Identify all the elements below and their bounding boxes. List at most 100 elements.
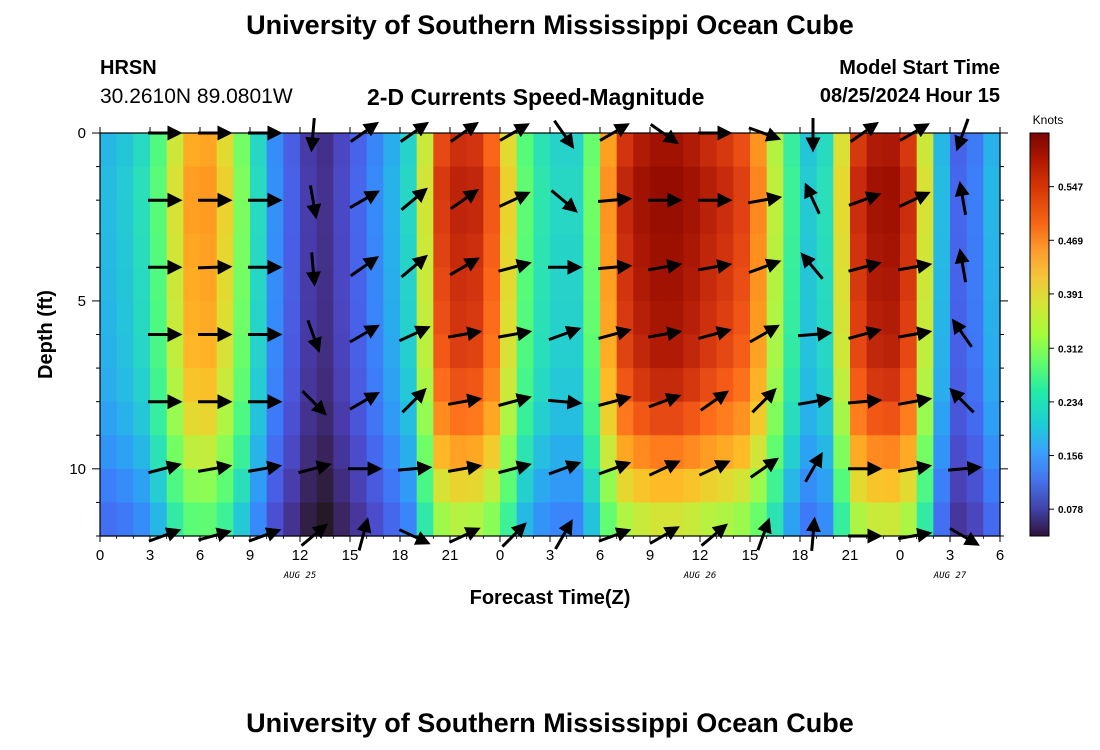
heatmap-cell (483, 502, 501, 537)
heatmap-cell (950, 502, 968, 537)
colorbar-scale (1029, 132, 1050, 537)
current-vector-arrow (247, 460, 283, 476)
heatmap-cell (650, 300, 668, 336)
heatmap-cell (933, 334, 951, 369)
heatmap-cell (833, 468, 851, 504)
heatmap-cell (350, 401, 368, 436)
heatmap-cell (800, 334, 818, 369)
heatmap-cell (566, 368, 584, 403)
heatmap-cell (150, 368, 168, 403)
heatmap-cell (583, 502, 601, 537)
heatmap-cell (600, 435, 618, 470)
heatmap-cell (933, 368, 951, 403)
x-tick-label: 12 (292, 547, 309, 564)
heatmap-cell (200, 200, 218, 235)
heatmap-cell (450, 267, 468, 302)
heatmap-cell (666, 200, 684, 235)
heatmap-cell (266, 166, 284, 201)
current-vector-arrow (148, 460, 182, 475)
heatmap-cell (566, 267, 584, 302)
heatmap-cell (416, 334, 434, 369)
heatmap-cell (850, 334, 868, 369)
current-vector-arrow (397, 460, 433, 476)
heatmap-cell (316, 200, 334, 235)
heatmap-cell (700, 133, 718, 168)
current-vector-arrow (305, 252, 321, 287)
heatmap-cell (633, 368, 651, 403)
heatmap-cell (266, 267, 284, 302)
heatmap-cell (983, 133, 1001, 168)
heatmap-cell (733, 267, 751, 302)
heatmap-cell (283, 368, 301, 403)
x-tick-label: 18 (392, 547, 409, 564)
heatmap-cell (150, 300, 168, 336)
heatmap-cell (683, 468, 701, 504)
heatmap-cell (716, 401, 734, 436)
heatmap-cell (983, 502, 1001, 537)
heatmap-cell (266, 368, 284, 403)
current-vector-arrow (899, 123, 930, 142)
heatmap-cell (766, 334, 784, 369)
heatmap-cell (783, 502, 801, 537)
current-vector-arrow (498, 393, 532, 408)
heatmap-cell (200, 267, 218, 302)
heatmap-cell (983, 233, 1001, 268)
heatmap-cell (316, 233, 334, 268)
heatmap-cell (400, 334, 418, 369)
heatmap-cell (466, 334, 484, 369)
heatmap-cell (883, 133, 901, 168)
heatmap-cell (183, 133, 201, 168)
heatmap-cell (383, 334, 401, 369)
x-tick-label: 12 (692, 547, 709, 564)
current-vector-arrow (647, 326, 683, 342)
current-vector-arrow (804, 182, 821, 215)
heatmap-cell (333, 233, 351, 268)
current-vector-arrow (298, 460, 332, 475)
heatmap-cell (283, 133, 301, 168)
heatmap-cell (916, 435, 934, 470)
heatmap-cell (800, 368, 818, 403)
heatmap-cell (866, 435, 884, 470)
current-vector-arrow (751, 387, 777, 414)
heatmap-cell (166, 166, 184, 201)
heatmap-cell (966, 200, 984, 235)
heatmap-cell (133, 166, 151, 201)
heatmap-cell (300, 166, 318, 201)
heatmap-cell (583, 334, 601, 369)
heatmap-cell (383, 166, 401, 201)
heatmap-cell (550, 300, 568, 336)
current-vector-arrow (306, 319, 322, 353)
heatmap-cell (600, 502, 618, 537)
heatmap-cell (316, 133, 334, 168)
heatmap-cell (516, 401, 534, 436)
current-vector-arrow (447, 460, 483, 476)
heatmap-cell (200, 166, 218, 201)
heatmap-cell (233, 334, 251, 369)
heatmap-cell (950, 401, 968, 436)
heatmap-cell (500, 401, 518, 436)
heatmap-cell (366, 334, 384, 369)
heatmap-cell (650, 166, 668, 201)
heatmap-cell (633, 334, 651, 369)
heatmap-cell (866, 133, 884, 168)
heatmap-cell (816, 368, 834, 403)
heatmap-cell (483, 233, 501, 268)
heatmap-cell (516, 468, 534, 504)
heatmap-cell (350, 435, 368, 470)
heatmap-cell (266, 300, 284, 336)
heatmap-cell (583, 166, 601, 201)
heatmap-cell (350, 334, 368, 369)
heatmap-cell (616, 133, 634, 168)
heatmap-cell (883, 368, 901, 403)
heatmap-cell (916, 468, 934, 504)
heatmap-cell (366, 468, 384, 504)
heatmap-cell (250, 200, 268, 235)
heatmap-cell (833, 300, 851, 336)
heatmap-cell (883, 166, 901, 201)
heatmap-cell (566, 233, 584, 268)
heatmap-cell (700, 401, 718, 436)
heatmap-cell (550, 468, 568, 504)
heatmap-cell (666, 334, 684, 369)
heatmap-cell (466, 200, 484, 235)
heatmap-cell (216, 401, 234, 436)
